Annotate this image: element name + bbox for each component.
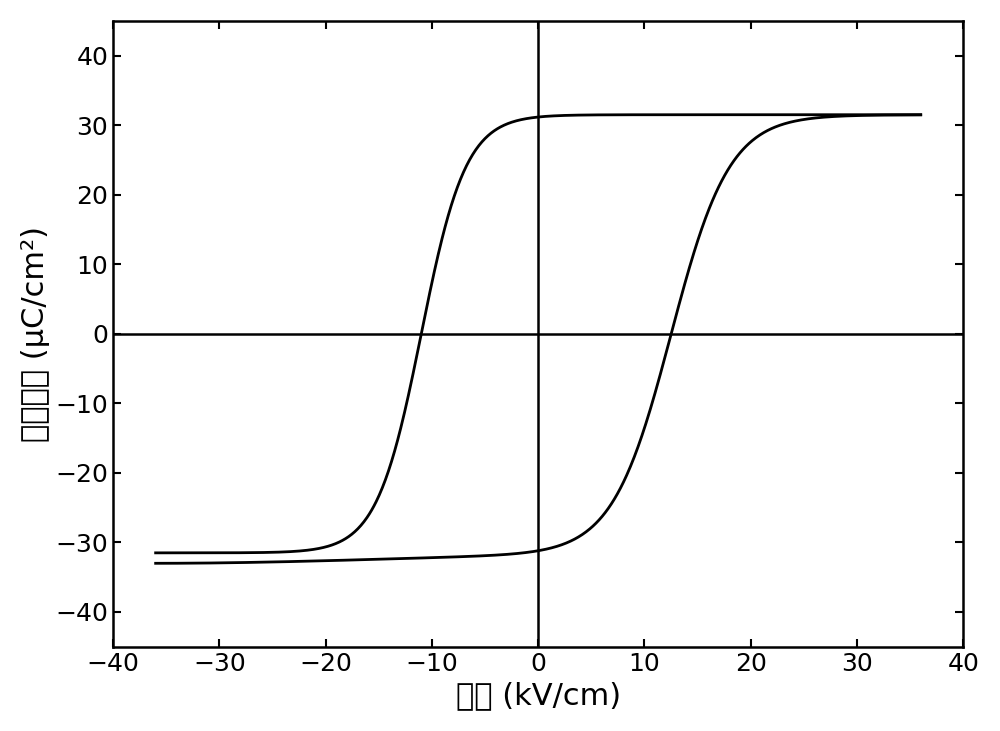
Y-axis label: 极化强度 (μC/cm²): 极化强度 (μC/cm²) (21, 226, 50, 442)
X-axis label: 电场 (kV/cm): 电场 (kV/cm) (456, 681, 621, 711)
